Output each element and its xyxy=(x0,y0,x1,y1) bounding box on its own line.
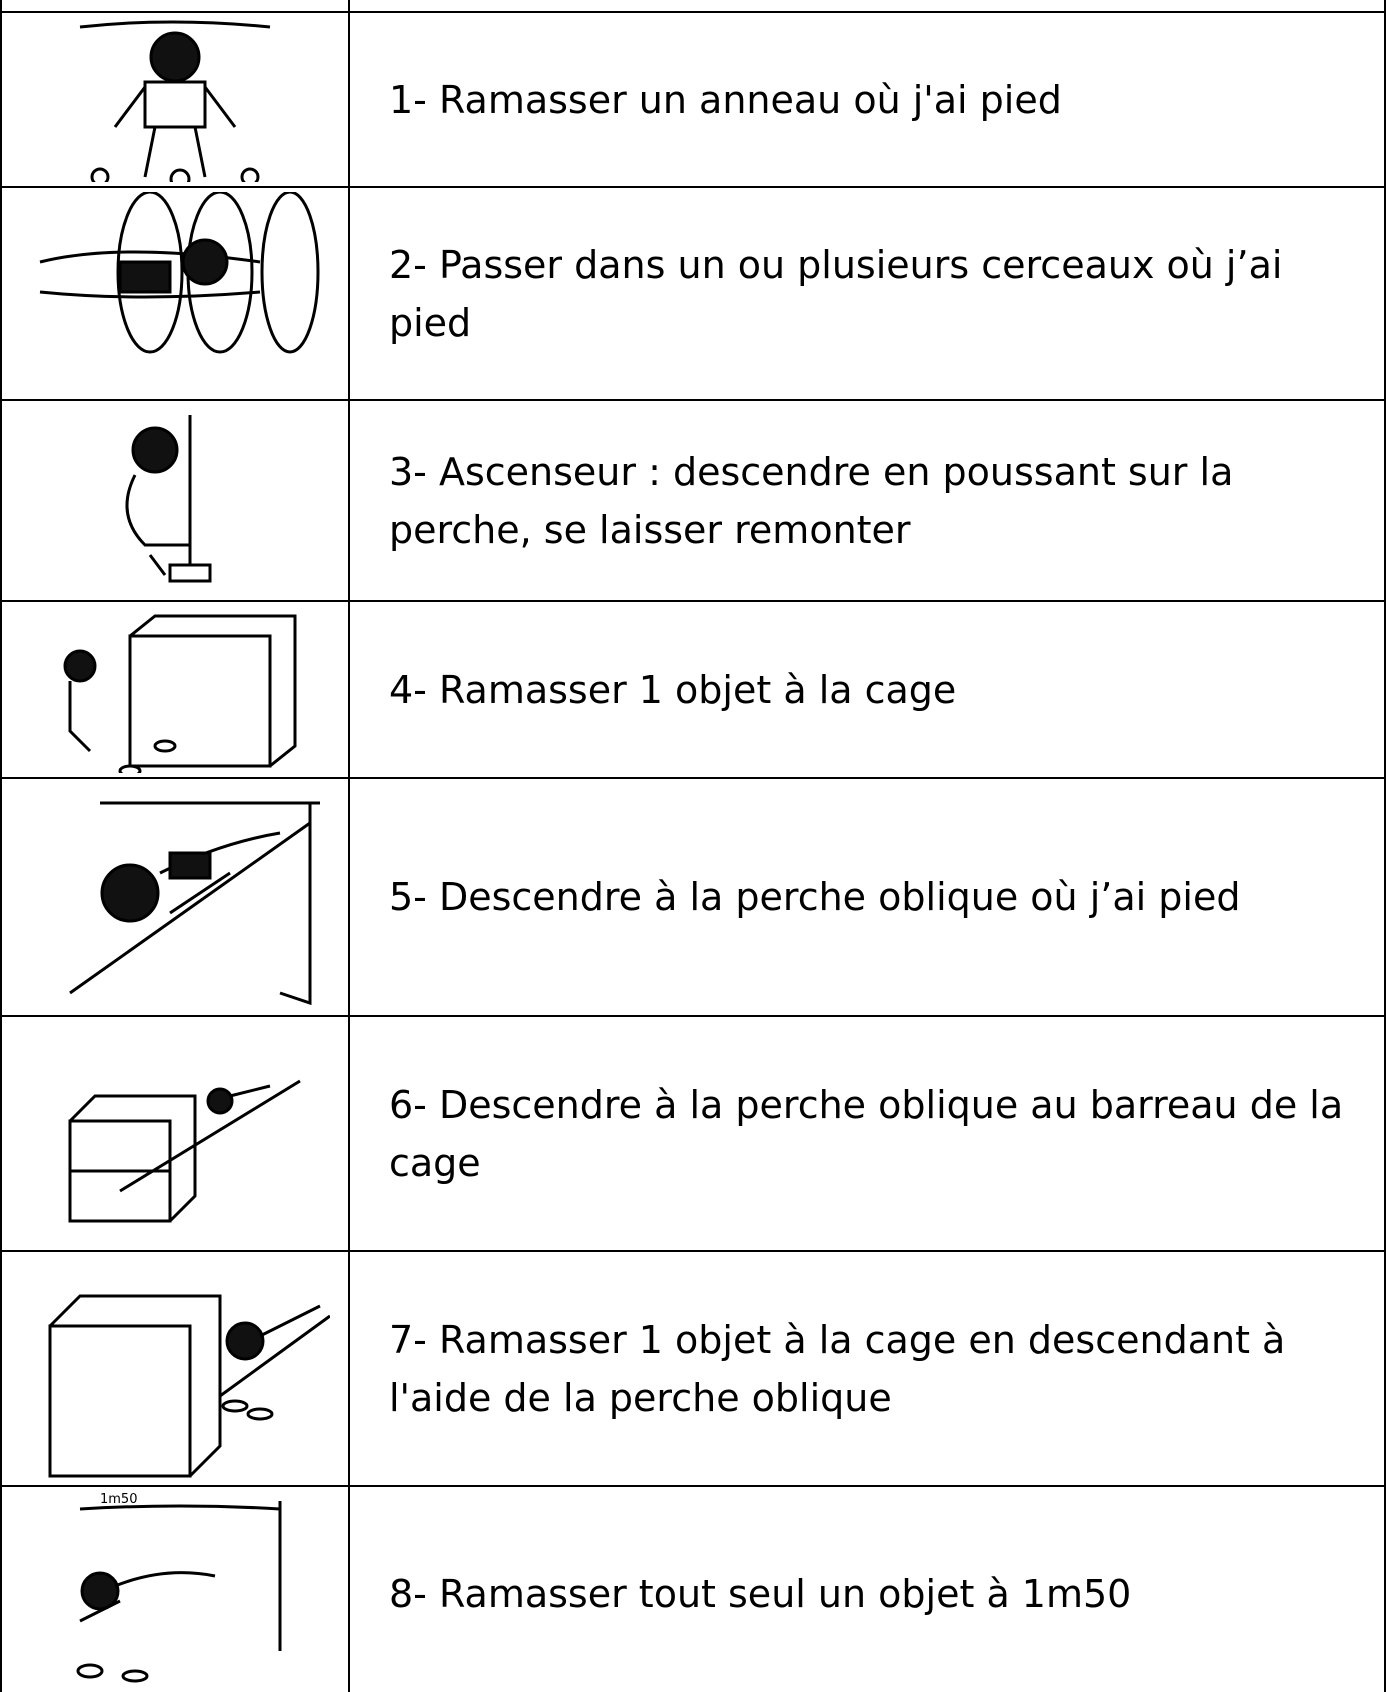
border xyxy=(1384,0,1386,1692)
illustration xyxy=(63,614,297,773)
illustration xyxy=(69,801,320,1006)
table-row: 4- Ramasser 1 objet à la cage xyxy=(0,600,1386,777)
row-text: 5- Descendre à la perche oblique où j’ai… xyxy=(389,875,1241,919)
illustration xyxy=(125,415,212,583)
table-row: 3- Ascenseur : descendre en poussant sur… xyxy=(0,399,1386,600)
row-text: 7- Ramasser 1 objet à la cage en descend… xyxy=(389,1317,1286,1420)
table-row: 2- Passer dans un ou plusieurs cerceaux … xyxy=(0,186,1386,399)
table-row: 1- Ramasser un anneau où j'ai pied xyxy=(0,11,1386,186)
illustration: 1m50 xyxy=(76,1492,282,1683)
illustration xyxy=(79,20,271,182)
row-text: 3- Ascenseur : descendre en poussant sur… xyxy=(389,449,1234,552)
row-text: 6- Descendre à la perche oblique au barr… xyxy=(389,1082,1344,1185)
row-text: 8- Ramasser tout seul un objet à 1m50 xyxy=(389,1571,1132,1616)
illustration xyxy=(39,192,320,354)
row-text: 2- Passer dans un ou plusieurs cerceaux … xyxy=(389,242,1283,345)
border xyxy=(0,0,2,1692)
table-row: 6- Descendre à la perche oblique au barr… xyxy=(0,1015,1386,1250)
illustration xyxy=(48,1294,330,1478)
table-row: 1m50 8- Ramasser tout seul un objet à 1m5… xyxy=(0,1485,1386,1692)
image-label: 1m50 xyxy=(100,1492,137,1507)
column-divider xyxy=(348,0,350,1692)
table-row: 7- Ramasser 1 objet à la cage en descend… xyxy=(0,1250,1386,1485)
illustration xyxy=(68,1079,301,1223)
row-text: 1- Ramasser un anneau où j'ai pied xyxy=(389,77,1062,122)
table-row: 5- Descendre à la perche oblique où j’ai… xyxy=(0,777,1386,1015)
row-text: 4- Ramasser 1 objet à la cage xyxy=(389,667,957,712)
